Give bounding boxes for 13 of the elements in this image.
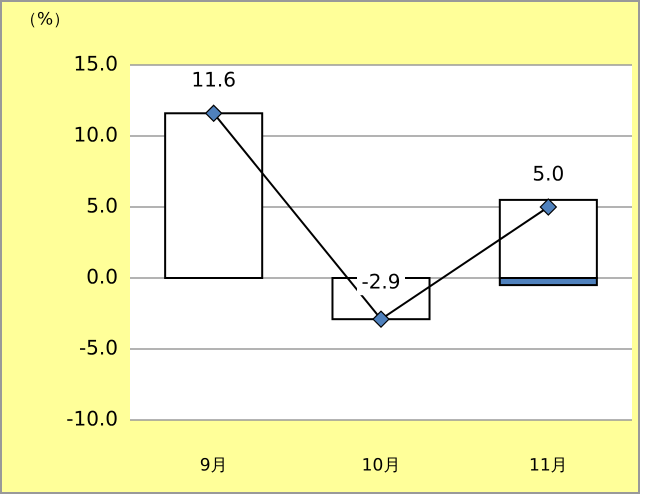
value-label: 11.6: [191, 68, 236, 92]
ytick: 5.0: [86, 193, 118, 218]
xtick: 11月: [529, 456, 568, 476]
value-label: -2.9: [361, 270, 401, 294]
value-label: 5.0: [532, 161, 564, 186]
xtick: 9月: [200, 456, 228, 476]
ytick: 10.0: [73, 122, 118, 146]
ytick: -5.0: [78, 335, 118, 360]
ytick: 0.0: [86, 264, 118, 288]
ytick: 15.0: [73, 51, 118, 76]
ylabel: （%）: [20, 10, 70, 30]
ytick: -10.0: [66, 406, 118, 430]
xtick: 10月: [362, 456, 400, 476]
